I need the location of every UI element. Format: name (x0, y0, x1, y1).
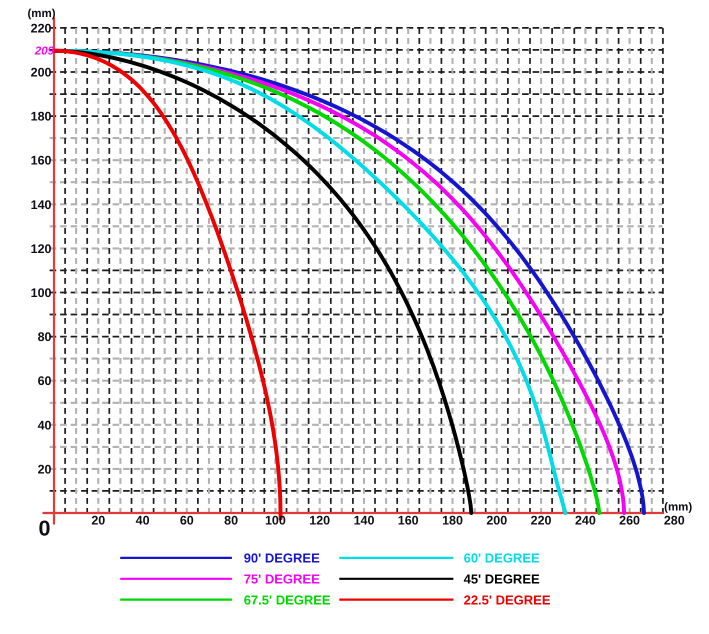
svg-text:60: 60 (180, 514, 194, 528)
svg-text:160: 160 (398, 514, 419, 528)
svg-text:80: 80 (38, 330, 52, 344)
svg-text:20: 20 (38, 462, 52, 476)
svg-text:(mm): (mm) (27, 8, 55, 20)
svg-text:80: 80 (224, 514, 238, 528)
svg-text:60: 60 (38, 374, 52, 388)
svg-text:260: 260 (619, 514, 640, 528)
svg-text:40: 40 (38, 418, 52, 432)
svg-text:280: 280 (664, 514, 685, 528)
svg-text:22.5' DEGREE: 22.5' DEGREE (464, 592, 551, 607)
svg-text:220: 220 (531, 514, 552, 528)
svg-text:20: 20 (91, 514, 105, 528)
svg-text:140: 140 (354, 514, 375, 528)
svg-text:120: 120 (309, 514, 330, 528)
svg-text:100: 100 (31, 286, 52, 300)
svg-text:209: 209 (34, 45, 55, 57)
svg-text:240: 240 (575, 514, 596, 528)
svg-text:180: 180 (31, 110, 52, 124)
svg-text:220: 220 (31, 21, 52, 35)
svg-text:160: 160 (31, 154, 52, 168)
svg-text:120: 120 (31, 242, 52, 256)
svg-text:45' DEGREE: 45' DEGREE (464, 572, 540, 587)
svg-text:75' DEGREE: 75' DEGREE (244, 572, 320, 587)
svg-text:200: 200 (486, 514, 507, 528)
svg-text:100: 100 (265, 514, 286, 528)
svg-text:0: 0 (39, 517, 51, 541)
svg-text:40: 40 (136, 514, 150, 528)
svg-text:90' DEGREE: 90' DEGREE (244, 551, 320, 566)
svg-text:(mm): (mm) (664, 502, 692, 514)
svg-text:140: 140 (31, 198, 52, 212)
svg-text:200: 200 (31, 66, 52, 80)
svg-text:60' DEGREE: 60' DEGREE (464, 551, 540, 566)
svg-text:180: 180 (442, 514, 463, 528)
svg-text:67.5' DEGREE: 67.5' DEGREE (244, 592, 331, 607)
